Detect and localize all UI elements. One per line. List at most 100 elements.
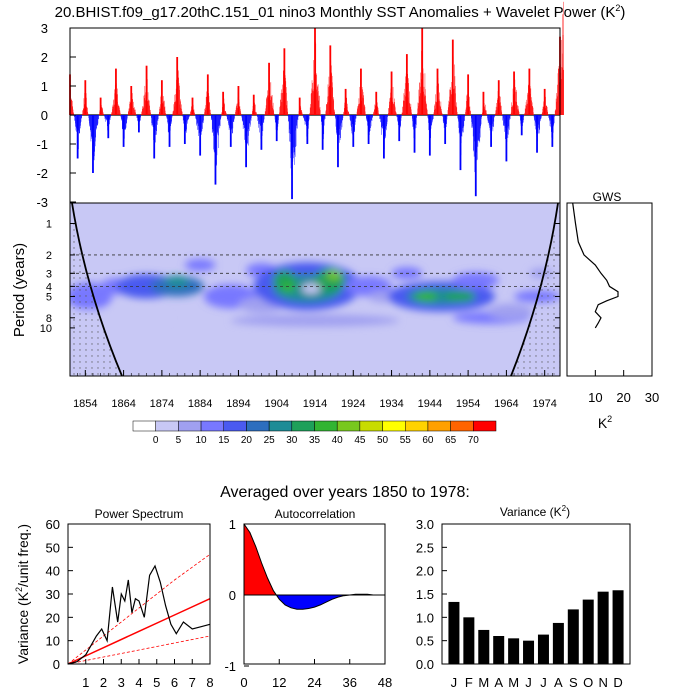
colorbar-swatch [427,420,451,432]
anomaly-ytick-label: 0 [41,108,48,123]
ac-xtick-label: 0 [240,675,247,690]
wavelet-power-region [230,314,400,327]
variance-bar [567,609,579,664]
colorbar-swatch [473,420,497,432]
ps-ytick-label: 30 [46,587,60,602]
mv-xtick-label: F [465,675,473,690]
anomaly-bar [421,28,424,115]
colorbar-swatch [450,420,474,432]
autocorrelation-chart: Autocorrelation 0 12 24 36 48 1 0 -1 [224,507,392,690]
variance-bar [612,590,624,664]
mv-ytick-label: 3.0 [416,517,434,532]
anomaly-ytick-label: 3 [41,21,48,36]
mv-ytick-label: 2.5 [416,540,434,555]
wavelet-xtick-label: 1894 [226,398,250,410]
gws-xtick-label: 10 [588,390,602,405]
mv-xtick-label: A [554,675,563,690]
wavelet-ytick-label: 3 [46,268,52,280]
mv-xtick-label: J [525,675,532,690]
colorbar-label: 45 [354,435,366,446]
wavelet-ylabel: Period (years) [11,243,28,337]
ac-negative-area [276,595,385,610]
cone-right-stipple [511,203,560,376]
wavelet-xtick-label: 1914 [303,398,327,410]
variance-bar [508,638,520,664]
mv-ytick-label: 2.0 [416,564,434,579]
colorbar: 0 5 10 15 20 25 30 35 40 45 50 55 60 65 70 [132,420,497,446]
averaged-title: Averaged over years 1850 to 1978: [220,484,470,501]
colorbar-label: 55 [400,435,412,446]
variance-bar [493,636,505,664]
ps-ytick-label: 20 [46,610,60,625]
gws-line [572,202,619,329]
monthly-variance-chart: Variance (K2) J F M A M J J A S O N D3.02.52.01.51.… [416,504,631,690]
wavelet-xtick-label: 1904 [264,398,288,410]
colorbar-label: 60 [422,435,434,446]
ac-xtick-label: 24 [307,675,321,690]
anomaly-bar [383,115,385,159]
ac-ytick-label: -1 [224,659,236,674]
anomaly-bar [214,115,217,185]
main-title: 20.BHIST.f09_g17.20thC.151_01 nino3 Mont… [55,3,626,21]
colorbar-swatch [359,420,383,432]
mv-xtick-label: N [598,675,607,690]
wavelet-power-region [487,303,534,320]
colorbar-label: 65 [445,435,457,446]
colorbar-swatch [314,420,338,432]
colorbar-swatch [246,420,270,432]
wavelet-xtick-label: 1864 [111,398,135,410]
colorbar-label: 10 [196,435,208,446]
mv-xtick-label: J [451,675,458,690]
wavelet-ytick-label: 1 [46,219,52,231]
ps-xtick-label: 8 [206,675,213,690]
gws-frame [566,202,653,377]
variance-bar [537,634,549,664]
colorbar-label: 30 [286,435,298,446]
ps-xtick-label: 5 [153,675,160,690]
colorbar-label: 5 [176,435,182,446]
mv-xtick-label: M [508,675,519,690]
wavelet-power-region [301,283,321,294]
wavelet-power-region [445,290,476,303]
mv-xtick-label: S [569,675,578,690]
colorbar-label: 50 [377,435,389,446]
ps-ytick-label: 50 [46,540,60,555]
wavelet-ytick-label: 10 [40,323,52,335]
ac-ytick-label: 1 [229,517,236,532]
mv-xtick-label: A [494,675,503,690]
colorbar-label: 15 [218,435,230,446]
gws-title: GWS [593,190,622,204]
wavelet-power-chart: 1 2 345 810 1854 1864 1874 1884 1894 1904 1914 192… [11,202,561,410]
anomaly-bar [145,65,148,115]
wavelet-xtick-label: 1974 [532,398,556,410]
anomaly-bar [352,115,355,147]
wavelet-xtick-label: 1854 [73,398,97,410]
colorbar-swatch [268,420,293,432]
wavelet-xtick-label: 1934 [379,398,403,410]
colorbar-swatch [382,420,406,432]
colorbar-label: 25 [264,435,276,446]
ps-xtick-label: 2 [100,675,107,690]
mv-ytick-label: 0.5 [416,634,434,649]
mv-ytick-label: 1.5 [416,587,434,602]
ps-xtick-label: 3 [118,675,125,690]
anomaly-ytick-label: 1 [41,79,48,94]
anomaly-bar [543,88,546,115]
ps-ytick-label: 10 [46,634,60,649]
mv-xtick-label: J [540,675,547,690]
colorbar-swatch [178,420,202,432]
ps-xtick-label: 7 [189,675,196,690]
anomaly-ytick-label: -3 [36,195,48,210]
ps-xtick-label: 4 [135,675,142,690]
colorbar-label: 70 [468,435,480,446]
variance-bar [552,622,564,664]
colorbar-swatch [291,420,315,432]
colorbar-label: 35 [309,435,321,446]
ps-lower-confidence [67,635,211,665]
gws-chart: GWS 10 20 30 K2 [566,190,659,431]
wavelet-power-region [326,269,342,280]
colorbar-swatch [155,420,179,432]
gws-xtick-label: 20 [616,390,630,405]
gws-xtick-label: 30 [645,390,659,405]
